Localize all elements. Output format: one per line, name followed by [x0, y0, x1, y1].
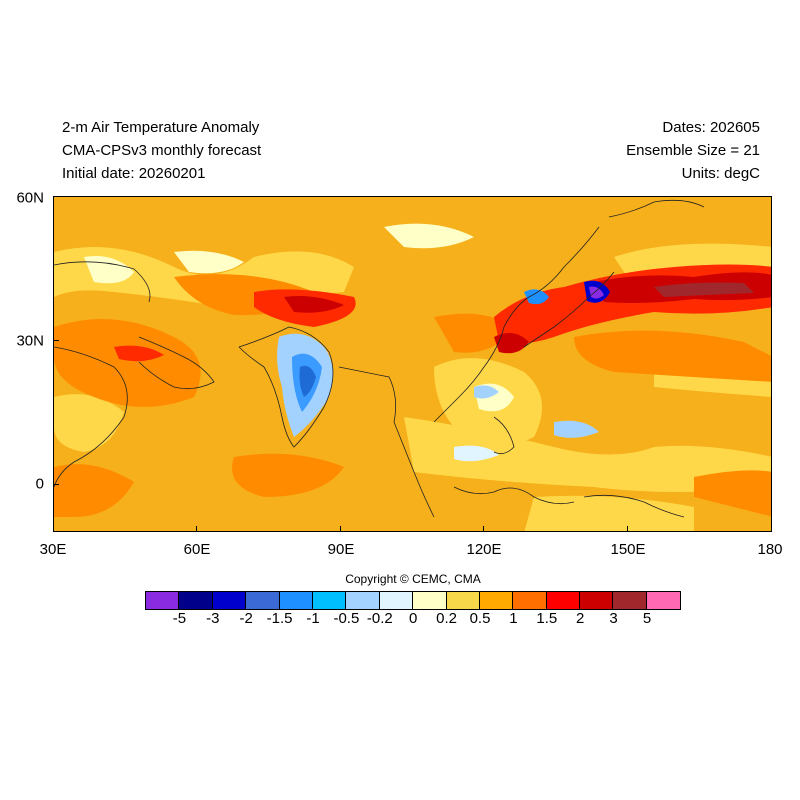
lon-tick-60e: 60E	[183, 541, 211, 558]
title-model: CMA-CPSv3 monthly forecast	[62, 142, 262, 159]
colorbar-swatch	[346, 592, 380, 609]
colorbar-label: 2	[576, 610, 585, 627]
colorbar-label: -0.2	[366, 610, 393, 627]
colorbar-swatch	[146, 592, 180, 609]
copyright-notice: Copyright © CEMC, CMA	[345, 572, 481, 586]
colorbar-swatch	[212, 592, 247, 609]
lon-tickmark	[196, 526, 197, 532]
lon-tick-90e: 90E	[327, 541, 355, 558]
colorbar-label: -0.5	[333, 610, 360, 627]
anomaly-field	[54, 223, 771, 531]
colorbar-label: 1	[509, 610, 518, 627]
title-block: 2-m Air Temperature Anomaly CMA-CPSv3 mo…	[62, 116, 261, 185]
colorbar-swatch	[646, 592, 681, 609]
colorbar	[145, 591, 682, 610]
colorbar-label: 0.5	[469, 610, 491, 627]
lon-tick-180: 180	[757, 541, 783, 558]
colorbar-swatch	[179, 592, 213, 609]
info-units: Units: degC	[681, 165, 760, 182]
colorbar-label: -3	[206, 610, 220, 627]
coastlines	[54, 199, 705, 518]
colorbar-label: -2	[239, 610, 253, 627]
anomaly-map-canvas	[54, 199, 771, 531]
lon-tick-30e: 30E	[39, 541, 67, 558]
title-variable: 2-m Air Temperature Anomaly	[62, 119, 260, 136]
colorbar-label: -1	[306, 610, 320, 627]
lon-tickmark	[483, 526, 484, 532]
colorbar-swatch	[413, 592, 447, 609]
lat-tick-60n: 60N	[16, 189, 44, 207]
lon-tick-150e: 150E	[610, 541, 646, 558]
lon-tickmark	[627, 526, 628, 532]
colorbar-swatch	[613, 592, 647, 609]
colorbar-label: 1.5	[536, 610, 558, 627]
lon-tick-120e: 120E	[466, 541, 502, 558]
info-dates: Dates: 202605	[662, 119, 760, 136]
lat-tick-0: 0	[35, 475, 44, 493]
colorbar-label: 3	[609, 610, 618, 627]
colorbar-swatch	[379, 592, 414, 609]
colorbar-label: 0.2	[436, 610, 458, 627]
lat-tickmark	[53, 340, 59, 341]
colorbar-swatch	[246, 592, 280, 609]
lat-tick-30n: 30N	[16, 332, 44, 350]
colorbar-label: -5	[172, 610, 187, 627]
colorbar-swatch	[479, 592, 514, 609]
title-initial-date: Initial date: 20260201	[62, 165, 206, 182]
colorbar-label: -1.5	[266, 610, 293, 627]
info-block: Dates: 202605 Ensemble Size = 21 Units: …	[626, 116, 760, 185]
colorbar-swatch	[312, 592, 347, 609]
anomaly-map	[53, 196, 772, 532]
info-ensemble-size: Ensemble Size = 21	[626, 142, 760, 159]
lon-tickmark	[340, 526, 341, 532]
colorbar-swatch	[546, 592, 581, 609]
colorbar-label: 5	[642, 610, 652, 627]
lat-tickmark	[53, 484, 59, 485]
colorbar-swatch	[446, 592, 480, 609]
colorbar-swatch	[513, 592, 547, 609]
colorbar-swatch	[279, 592, 313, 609]
colorbar-label: 0	[409, 610, 418, 627]
colorbar-swatch	[580, 592, 614, 609]
